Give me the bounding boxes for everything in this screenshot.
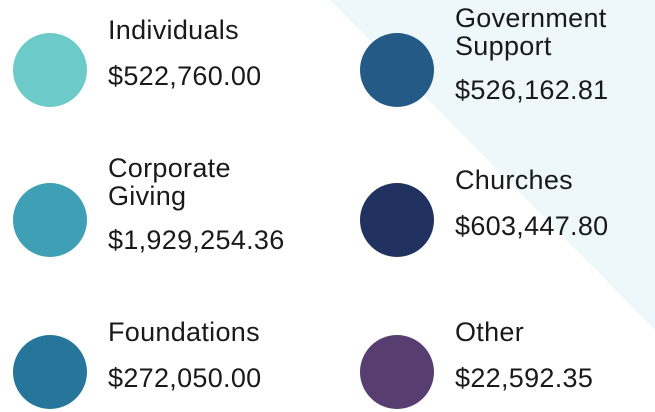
- item-label: Other: [455, 317, 524, 347]
- icon-circle: [360, 183, 434, 257]
- icon-circle: [13, 183, 87, 257]
- icon-circle: [360, 335, 434, 409]
- item-label: Government: [455, 3, 607, 33]
- item-label: Giving: [108, 181, 186, 211]
- item-label: Foundations: [108, 317, 260, 347]
- icon-circle: [13, 33, 87, 107]
- item-amount: $522,760.00: [108, 61, 261, 91]
- icon-circle: [13, 335, 87, 409]
- item-label: Individuals: [108, 15, 239, 45]
- item-amount: $1,929,254.36: [108, 225, 285, 255]
- item-amount: $272,050.00: [108, 363, 261, 393]
- item-amount: $526,162.81: [455, 75, 608, 105]
- item-label: Churches: [455, 165, 573, 195]
- item-amount: $22,592.35: [455, 363, 593, 393]
- item-label: Support: [455, 31, 552, 61]
- icon-circle: [360, 33, 434, 107]
- item-amount: $603,447.80: [455, 211, 608, 241]
- item-label: Corporate: [108, 153, 231, 183]
